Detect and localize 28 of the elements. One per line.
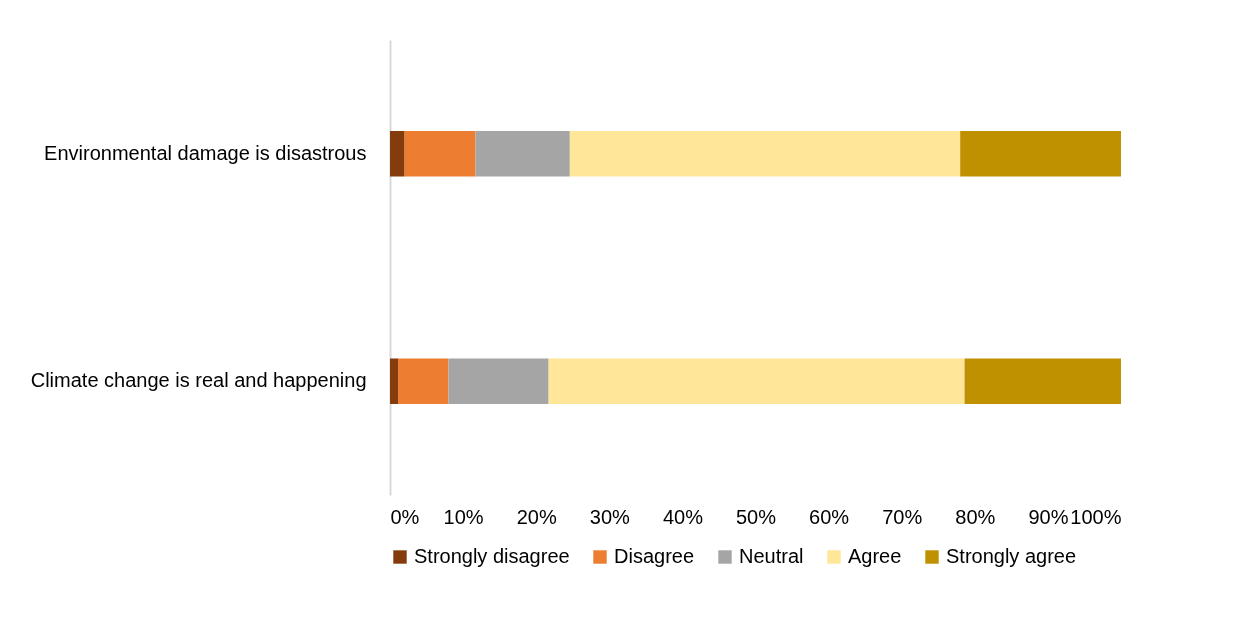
x-tick-label: 60%	[809, 505, 850, 528]
bar	[475, 131, 570, 177]
x-tick-label: 80%	[955, 505, 996, 528]
bar	[964, 358, 1121, 404]
bar	[960, 131, 1121, 177]
legend-label: Disagree	[614, 545, 695, 567]
bar	[390, 358, 399, 404]
x-tick-label: 0%	[390, 505, 420, 528]
x-tick-label: 10%	[443, 505, 484, 528]
x-tick-label: 30%	[589, 505, 631, 528]
legend-label: Strongly disagree	[414, 545, 570, 567]
bar	[569, 131, 961, 177]
x-tick-label: 100%	[1070, 505, 1122, 528]
y-tick-label: Climate change is real and happening	[30, 369, 367, 392]
bar	[404, 131, 476, 177]
bar	[390, 131, 405, 177]
legend-label: Neutral	[739, 545, 804, 567]
x-tick-label: 90%	[1028, 505, 1069, 528]
bar	[548, 358, 965, 404]
legend-label: Strongly agree	[946, 545, 1077, 567]
x-tick-label: 40%	[662, 505, 704, 528]
bar	[448, 358, 549, 404]
x-tick-label: 50%	[735, 505, 777, 528]
x-tick-label: 70%	[882, 505, 923, 528]
bar	[398, 358, 449, 404]
legend-label: Agree	[848, 545, 902, 567]
x-tick-label: 20%	[516, 505, 557, 528]
y-tick-label: Environmental damage is disastrous	[44, 141, 367, 164]
